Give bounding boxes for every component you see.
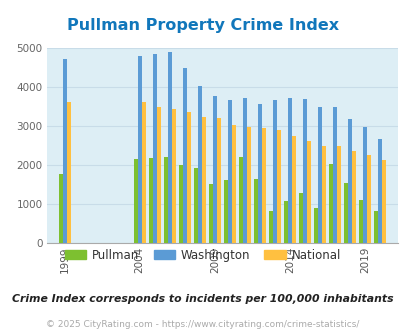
- Bar: [178, 165, 182, 243]
- Bar: [302, 99, 306, 243]
- Bar: [223, 180, 227, 243]
- Bar: [351, 151, 355, 243]
- Bar: [238, 157, 242, 243]
- Bar: [328, 164, 332, 243]
- Bar: [276, 130, 280, 243]
- Bar: [246, 127, 250, 243]
- Bar: [261, 128, 265, 243]
- Bar: [231, 124, 235, 243]
- Bar: [313, 208, 317, 243]
- Bar: [272, 100, 276, 243]
- Bar: [298, 193, 302, 243]
- Bar: [347, 119, 351, 243]
- Bar: [227, 100, 231, 243]
- Bar: [137, 56, 141, 243]
- Bar: [321, 146, 325, 243]
- Bar: [58, 174, 62, 243]
- Bar: [306, 141, 310, 243]
- Bar: [66, 102, 70, 243]
- Bar: [317, 107, 321, 243]
- Bar: [212, 96, 216, 243]
- Bar: [193, 168, 197, 243]
- Bar: [253, 180, 257, 243]
- Bar: [156, 107, 160, 243]
- Legend: Pullman, Washington, National: Pullman, Washington, National: [60, 244, 345, 266]
- Text: Pullman Property Crime Index: Pullman Property Crime Index: [67, 18, 338, 33]
- Bar: [381, 160, 385, 243]
- Bar: [141, 102, 145, 243]
- Bar: [343, 183, 347, 243]
- Text: © 2025 CityRating.com - https://www.cityrating.com/crime-statistics/: © 2025 CityRating.com - https://www.city…: [46, 319, 359, 329]
- Bar: [336, 147, 340, 243]
- Bar: [133, 159, 137, 243]
- Bar: [377, 139, 381, 243]
- Bar: [366, 155, 370, 243]
- Bar: [148, 158, 152, 243]
- Bar: [167, 52, 171, 243]
- Bar: [216, 118, 220, 243]
- Bar: [163, 157, 167, 243]
- Bar: [373, 212, 377, 243]
- Bar: [186, 113, 190, 243]
- Bar: [182, 68, 186, 243]
- Bar: [208, 184, 212, 243]
- Bar: [197, 86, 201, 243]
- Bar: [283, 201, 287, 243]
- Bar: [242, 98, 246, 243]
- Bar: [201, 117, 205, 243]
- Bar: [362, 126, 366, 243]
- Bar: [268, 212, 272, 243]
- Text: Crime Index corresponds to incidents per 100,000 inhabitants: Crime Index corresponds to incidents per…: [12, 294, 393, 304]
- Bar: [332, 107, 336, 243]
- Bar: [291, 136, 295, 243]
- Bar: [62, 59, 66, 243]
- Bar: [287, 98, 291, 243]
- Bar: [358, 200, 362, 243]
- Bar: [171, 109, 175, 243]
- Bar: [257, 104, 261, 243]
- Bar: [152, 54, 156, 243]
